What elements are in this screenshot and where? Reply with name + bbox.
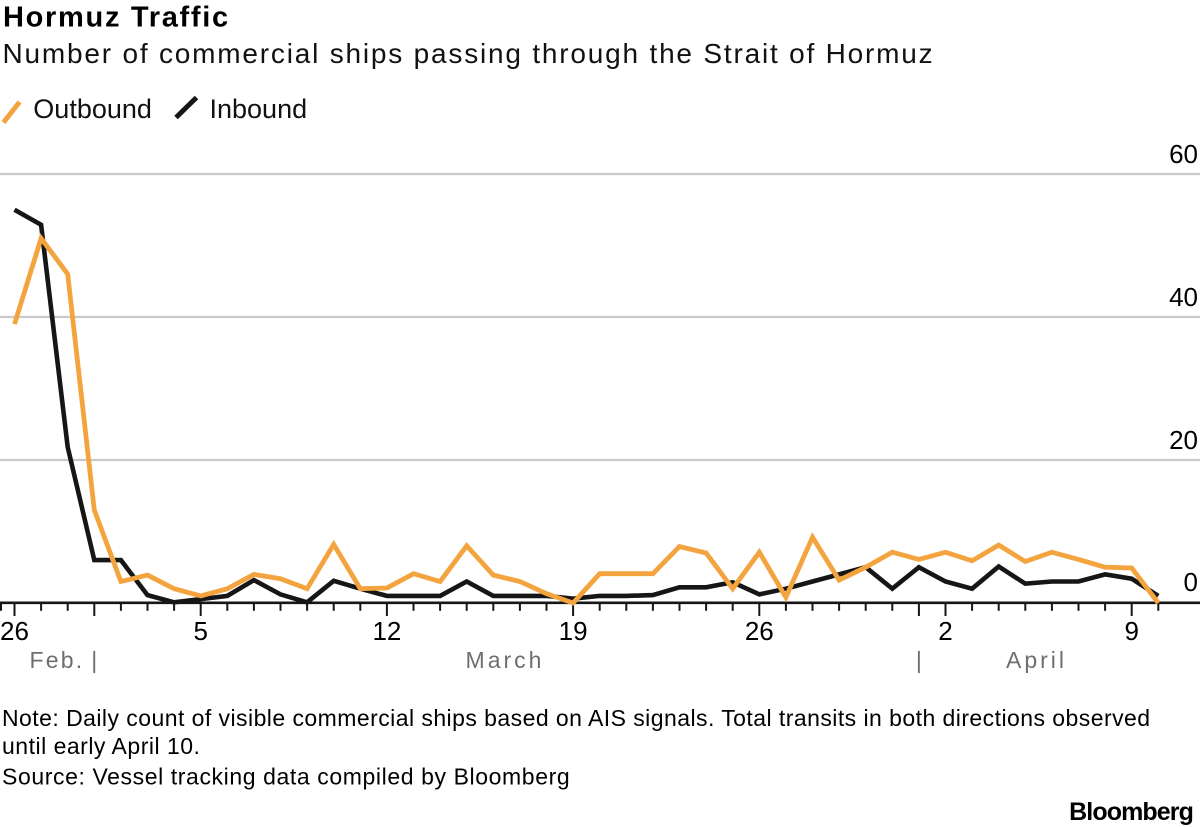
svg-text:60: 60 xyxy=(1169,139,1198,169)
svg-text:April: April xyxy=(1006,647,1067,673)
svg-text:Hormuz Traffic: Hormuz Traffic xyxy=(3,2,230,34)
svg-text:26: 26 xyxy=(0,616,29,646)
svg-text:until early April 10.: until early April 10. xyxy=(2,733,200,759)
svg-text:Number of commercial ships pas: Number of commercial ships passing throu… xyxy=(3,38,935,69)
svg-text:Note: Daily count of visible c: Note: Daily count of visible commercial … xyxy=(2,705,1151,731)
svg-text:0: 0 xyxy=(1184,567,1198,597)
svg-text:5: 5 xyxy=(193,616,207,646)
svg-text:Feb.: Feb. xyxy=(30,647,85,673)
svg-text:26: 26 xyxy=(745,616,774,646)
svg-text:2: 2 xyxy=(938,616,952,646)
svg-text:9: 9 xyxy=(1124,616,1138,646)
svg-text:|: | xyxy=(916,647,922,673)
svg-text:|: | xyxy=(91,647,97,673)
svg-text:Bloomberg: Bloomberg xyxy=(1069,798,1193,826)
svg-text:Source: Vessel tracking data c: Source: Vessel tracking data compiled by… xyxy=(2,764,570,790)
svg-text:20: 20 xyxy=(1169,425,1198,455)
svg-text:40: 40 xyxy=(1169,282,1198,312)
svg-text:12: 12 xyxy=(372,616,401,646)
svg-text:Outbound: Outbound xyxy=(33,94,152,124)
svg-text:March: March xyxy=(466,647,545,673)
svg-text:19: 19 xyxy=(559,616,588,646)
svg-text:Inbound: Inbound xyxy=(210,94,308,124)
